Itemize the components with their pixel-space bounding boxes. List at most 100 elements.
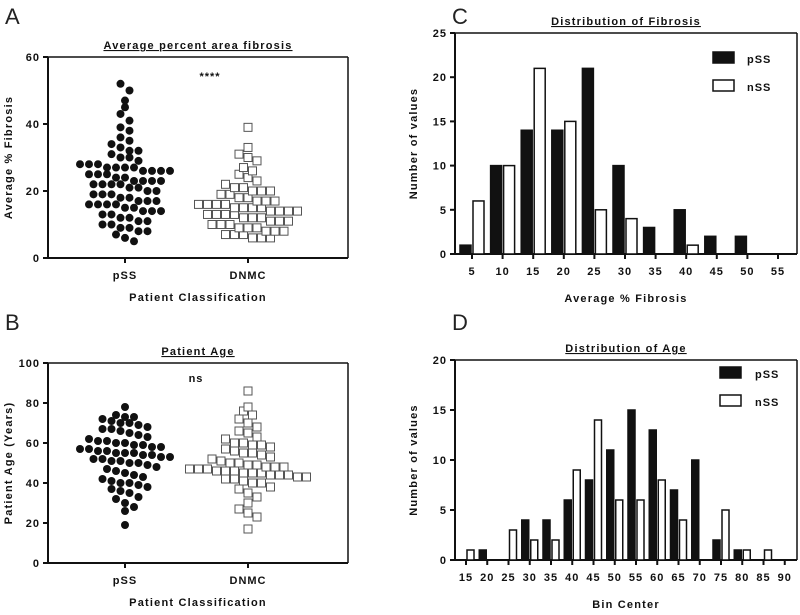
data-point-DNMC: [207, 454, 217, 464]
data-point-pSS: [134, 146, 143, 155]
legend-label-pSS: pSS: [747, 54, 771, 66]
data-point-DNMC: [243, 460, 253, 470]
data-point-pSS: [85, 435, 93, 443]
data-point-pSS: [130, 413, 138, 421]
data-point-pSS: [121, 507, 129, 515]
data-point-DNMC: [230, 183, 239, 193]
data-point-pSS: [98, 475, 107, 483]
bar-pSS: [520, 129, 533, 255]
data-point-pSS: [125, 193, 134, 202]
data-point-pSS: [107, 190, 116, 199]
x-tick-label: 65: [671, 572, 685, 584]
data-point-pSS: [143, 227, 152, 236]
x-tick-label: 80: [735, 572, 749, 584]
data-point-pSS: [143, 187, 152, 195]
data-point-pSS: [157, 453, 165, 461]
data-point-DNMC: [275, 216, 284, 226]
data-point-pSS: [121, 163, 129, 172]
data-point-pSS: [121, 469, 129, 477]
data-point-DNMC: [252, 422, 262, 432]
data-point-pSS: [103, 465, 111, 473]
data-point-pSS: [112, 449, 120, 457]
bar-pSS: [627, 409, 636, 561]
data-point-DNMC: [234, 484, 244, 494]
data-point-pSS: [152, 187, 161, 195]
data-point-pSS: [143, 433, 152, 441]
chart-title: Distribution of Age: [565, 343, 686, 355]
legend-swatch-nSS: [719, 394, 742, 407]
data-point-DNMC: [230, 446, 239, 456]
data-point-pSS: [98, 180, 107, 189]
data-point-pSS: [94, 447, 102, 455]
data-point-pSS: [121, 233, 129, 242]
panel-letter: D: [452, 310, 468, 335]
bar-pSS: [478, 549, 487, 561]
data-point-DNMC: [243, 153, 253, 162]
legend-swatch-pSS: [712, 51, 735, 64]
data-point-pSS: [125, 146, 134, 155]
data-point-pSS: [121, 403, 129, 411]
x-tick-label: 55: [771, 266, 785, 278]
data-point-pSS: [103, 437, 111, 445]
x-tick-label: 10: [495, 266, 509, 278]
data-point-DNMC: [252, 460, 262, 470]
data-point-DNMC: [207, 220, 217, 229]
data-point-DNMC: [248, 448, 257, 458]
legend-swatch-pSS: [719, 366, 742, 379]
data-point-DNMC: [257, 213, 266, 223]
bar-pSS: [584, 479, 594, 561]
data-point-pSS: [98, 210, 107, 219]
data-point-pSS: [148, 451, 156, 459]
y-tick-label: 0: [440, 555, 447, 567]
data-point-pSS: [112, 230, 120, 239]
data-point-pSS: [116, 123, 125, 132]
data-point-pSS: [139, 166, 147, 175]
data-point-pSS: [121, 203, 129, 212]
legend-swatch-nSS: [712, 79, 735, 92]
data-point-DNMC: [257, 478, 266, 488]
data-point-pSS: [134, 459, 143, 467]
bar-pSS: [542, 519, 551, 561]
data-point-pSS: [85, 445, 93, 453]
data-point-pSS: [125, 459, 134, 467]
data-point-pSS: [107, 457, 116, 465]
bar-nSS: [763, 549, 773, 561]
data-point-DNMC: [243, 122, 253, 132]
data-point-pSS: [130, 503, 138, 511]
data-point-DNMC: [275, 470, 284, 480]
data-point-pSS: [116, 153, 125, 162]
data-point-pSS: [130, 449, 138, 457]
data-point-DNMC: [234, 426, 244, 436]
data-point-pSS: [107, 210, 116, 219]
y-tick-label: 5: [440, 205, 447, 217]
data-point-pSS: [121, 499, 129, 507]
data-point-DNMC: [266, 216, 275, 226]
data-point-DNMC: [212, 466, 221, 476]
data-point-DNMC: [239, 183, 248, 193]
panel-letter: C: [452, 4, 468, 29]
x-tick-label: 25: [501, 572, 515, 584]
y-tick-label: 20: [433, 355, 447, 367]
data-point-pSS: [148, 176, 156, 185]
data-point-DNMC: [248, 166, 257, 176]
data-point-pSS: [130, 237, 138, 246]
data-point-DNMC: [243, 418, 253, 428]
bar-nSS: [686, 244, 699, 255]
data-point-pSS: [116, 193, 125, 202]
data-point-DNMC: [248, 440, 257, 450]
y-tick-label: 15: [433, 405, 447, 417]
data-point-pSS: [139, 473, 147, 481]
data-point-pSS: [152, 463, 161, 471]
data-point-pSS: [116, 180, 125, 189]
data-point-DNMC: [221, 474, 230, 484]
data-point-pSS: [139, 451, 147, 459]
data-point-DNMC: [239, 213, 248, 223]
data-point-DNMC: [252, 223, 262, 233]
data-point-pSS: [121, 439, 129, 447]
data-point-pSS: [130, 203, 138, 212]
x-tick-label: 60: [650, 572, 664, 584]
data-point-DNMC: [212, 199, 221, 209]
data-point-pSS: [116, 457, 125, 465]
data-point-pSS: [152, 197, 161, 206]
data-point-pSS: [121, 413, 129, 421]
